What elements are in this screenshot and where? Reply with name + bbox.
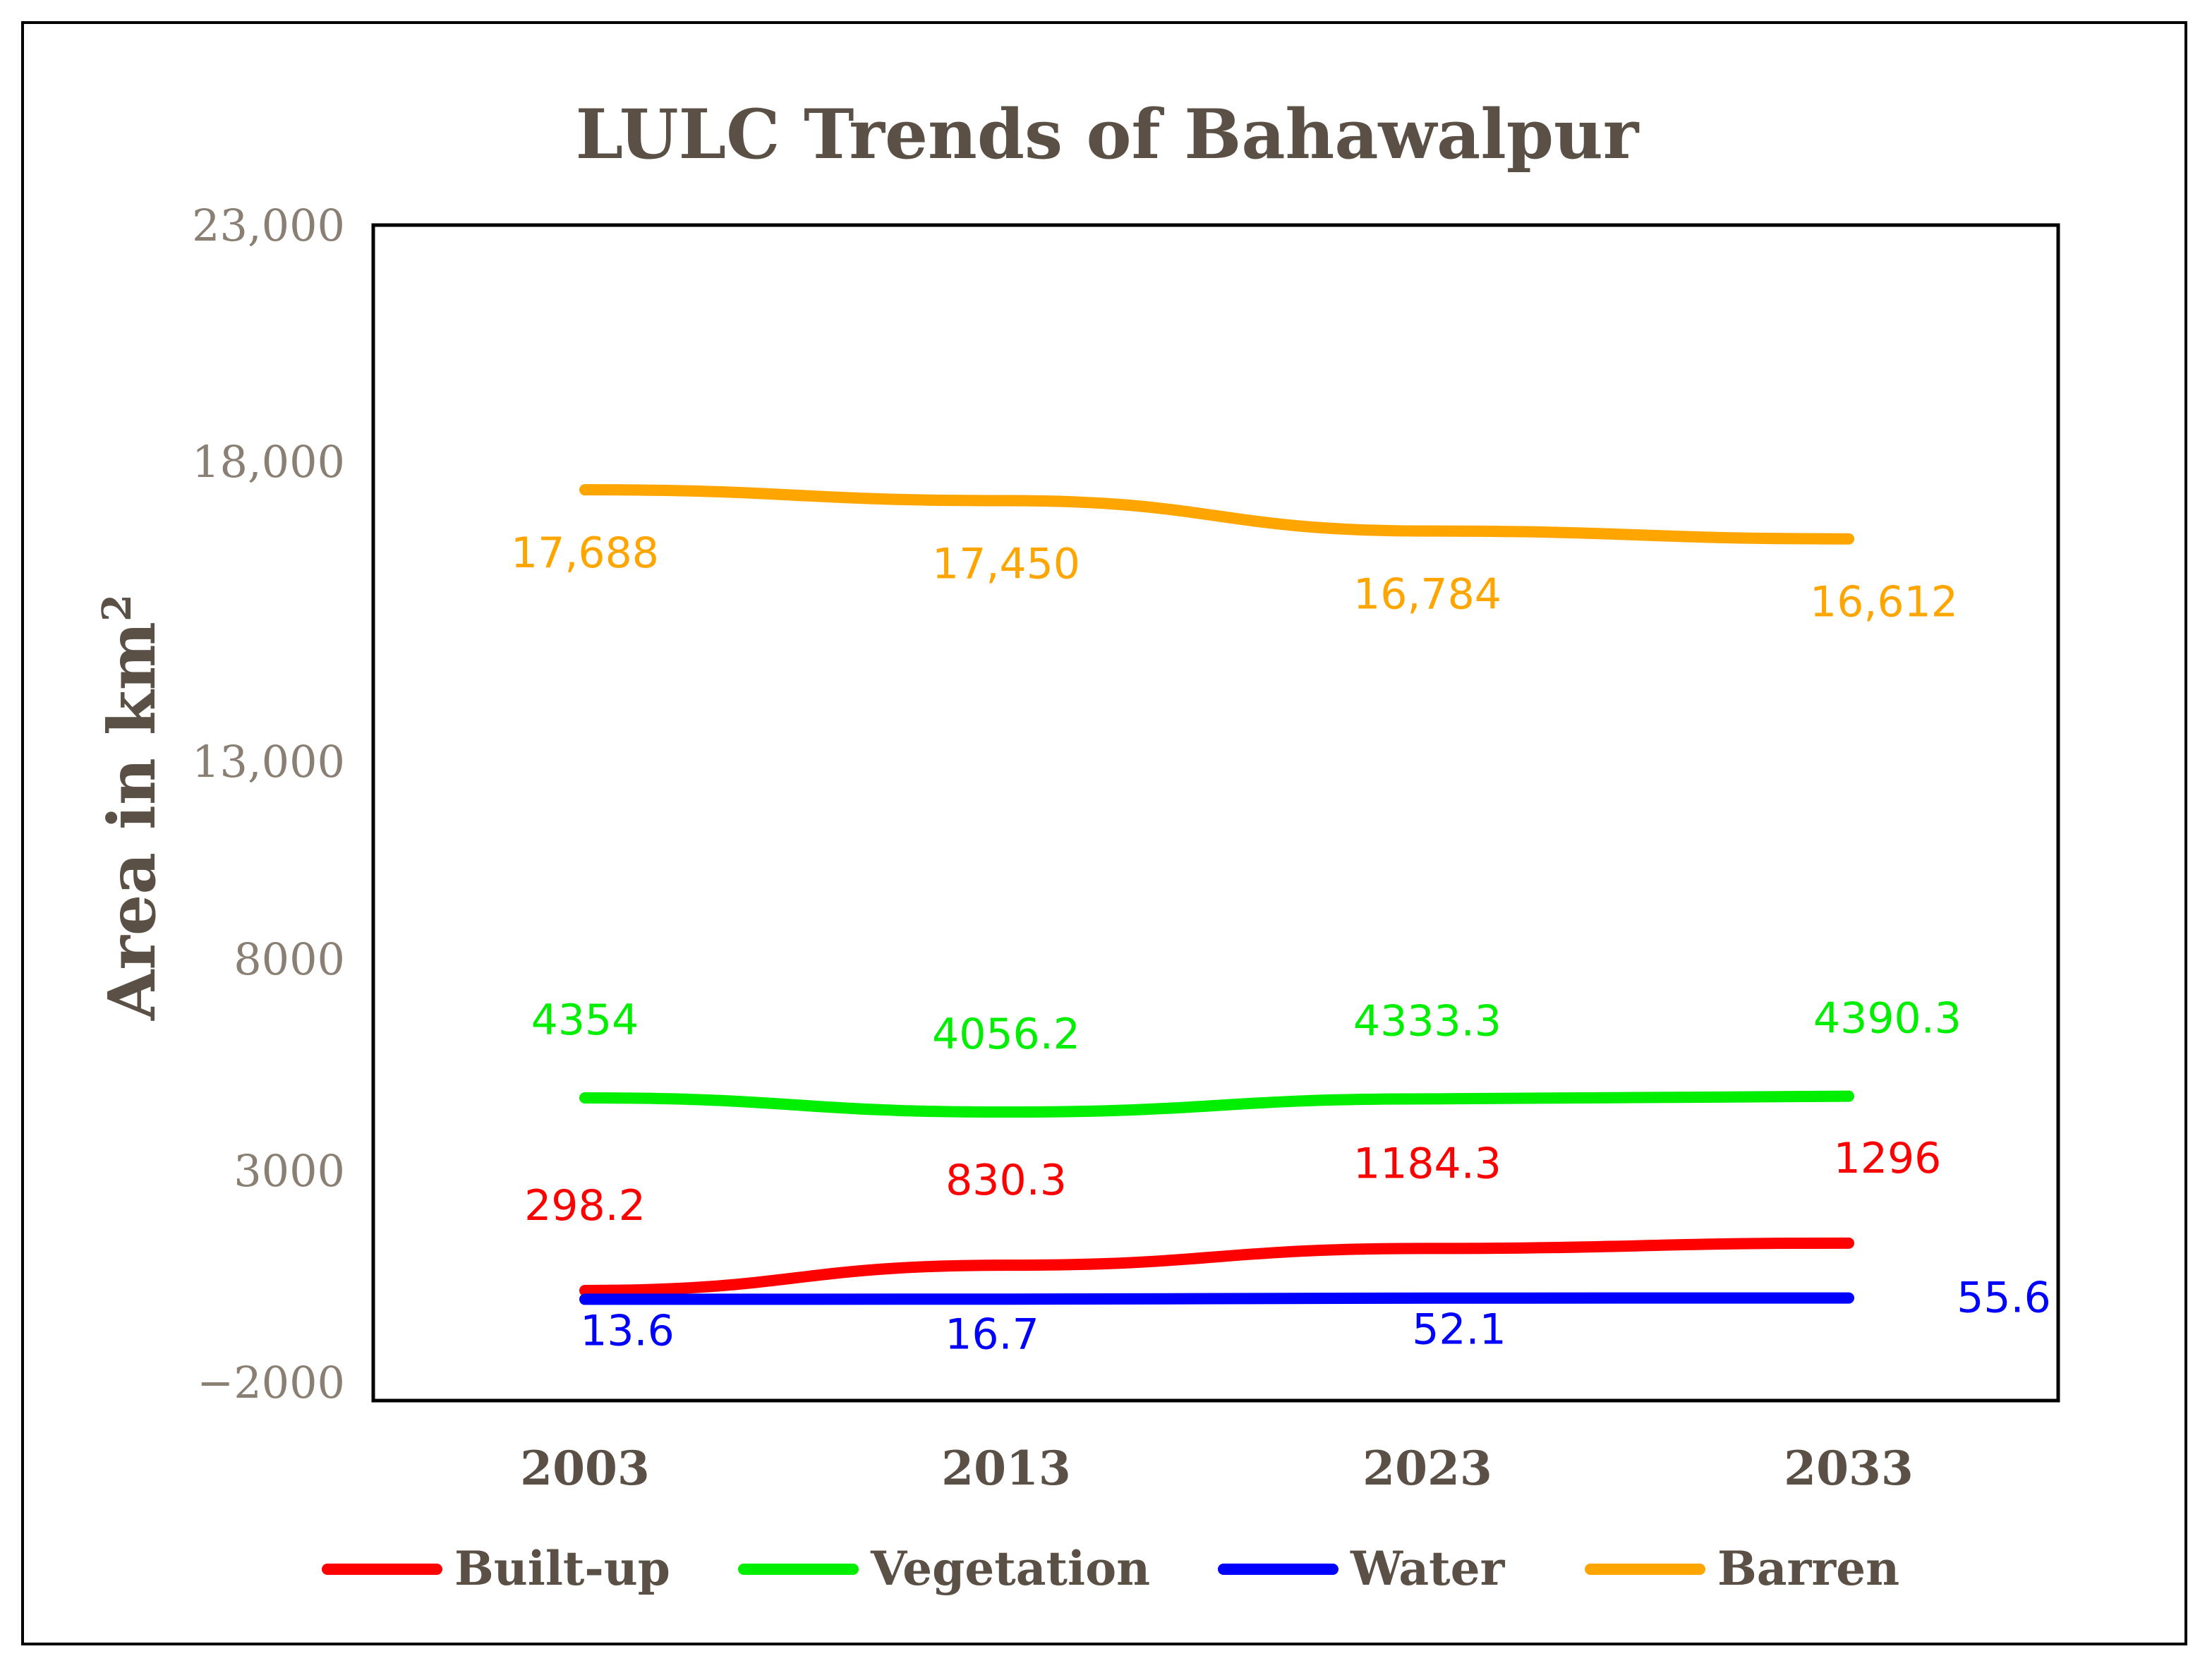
- y-axis-ticks: 23,000 18,000 13,000 8000 3000 −2000: [192, 200, 345, 1408]
- y-tick-label: 13,000: [192, 736, 345, 787]
- y-tick-label: 8000: [234, 933, 345, 985]
- data-label-barren: 17,450: [932, 540, 1080, 589]
- y-axis-label-text: Area in km: [94, 622, 170, 1021]
- x-axis-ticks: 2003 2013 2023 2033: [520, 1441, 1914, 1496]
- x-tick-label: 2033: [1784, 1441, 1914, 1496]
- chart-title: LULC Trends of Bahawalpur: [576, 95, 1640, 174]
- data-label-vegetation: 4354: [531, 996, 639, 1045]
- y-tick-label: 23,000: [192, 200, 345, 251]
- data-labels: 298.2 830.3 1184.3 1296 4354 4056.2 4333.3 4390…: [511, 528, 2051, 1359]
- data-label-barren: 17,688: [511, 528, 659, 578]
- data-label-vegetation: 4056.2: [932, 1010, 1080, 1059]
- data-label-water: 13.6: [580, 1306, 675, 1355]
- data-label-built-up: 1296: [1834, 1134, 1942, 1183]
- legend-label-vegetation: Vegetation: [870, 1541, 1150, 1596]
- data-label-built-up: 298.2: [524, 1181, 646, 1231]
- data-label-vegetation: 4390.3: [1813, 994, 1962, 1044]
- line-chart: LULC Trends of Bahawalpur 23,000 18,000 13…: [94, 95, 2060, 1596]
- data-label-barren: 16,612: [1810, 578, 1958, 627]
- data-label-water: 55.6: [1957, 1274, 2051, 1323]
- series-line-vegetation: [579, 1090, 1854, 1118]
- legend-label-built-up: Built-up: [454, 1541, 670, 1596]
- figure-frame: LULC Trends of Bahawalpur 23,000 18,000 13…: [21, 21, 2187, 1645]
- data-label-built-up: 1184.3: [1353, 1139, 1501, 1188]
- x-tick-label: 2003: [520, 1441, 650, 1496]
- data-label-water: 52.1: [1412, 1305, 1506, 1355]
- legend-label-water: Water: [1350, 1541, 1506, 1596]
- y-axis-label: Area in km2: [94, 594, 170, 1021]
- x-tick-label: 2013: [941, 1441, 1071, 1496]
- x-tick-label: 2023: [1362, 1441, 1492, 1496]
- y-tick-label: 18,000: [192, 436, 345, 488]
- plot-area: [371, 223, 2060, 1403]
- data-label-barren: 16,784: [1353, 570, 1501, 620]
- y-axis-label-superscript: 2: [94, 594, 140, 622]
- y-tick-label: 3000: [234, 1145, 345, 1197]
- series-line-built-up: [579, 1237, 1854, 1296]
- y-tick-label: −2000: [197, 1357, 345, 1408]
- data-label-built-up: 830.3: [945, 1156, 1067, 1205]
- series-line-water: [579, 1292, 1854, 1305]
- data-label-water: 16.7: [945, 1310, 1039, 1359]
- legend-label-barren: Barren: [1717, 1541, 1899, 1596]
- series-lines: [579, 484, 1854, 1305]
- legend: Built-up Vegetation Water Barren: [322, 1541, 1899, 1596]
- data-label-vegetation: 4333.3: [1353, 996, 1501, 1046]
- series-line-barren: [579, 484, 1854, 545]
